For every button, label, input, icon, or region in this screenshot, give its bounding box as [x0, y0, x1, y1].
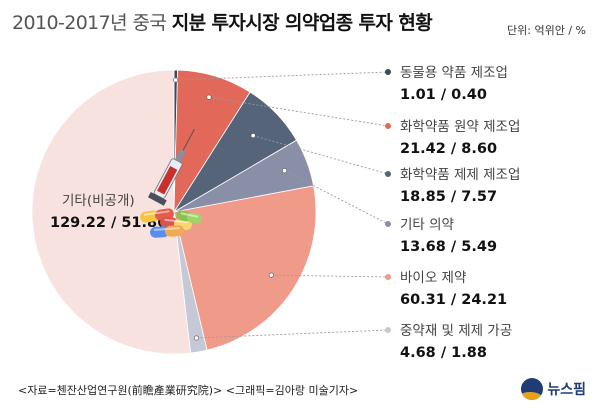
syringe-pills-illustration [140, 128, 202, 238]
chart-title-main: 지분 투자시장 의약업종 투자 현황 [171, 12, 433, 34]
newspim-logo-text: 뉴스핌 [547, 382, 586, 398]
unit-label: 단위: 억위안 / % [507, 24, 586, 37]
legend-dot-3 [385, 221, 391, 227]
slice-value-4: 60.31 / 24.21 [400, 292, 507, 308]
leader-line-0 [175, 71, 389, 81]
leader-line-4 [271, 274, 389, 278]
leader-line-3 [284, 170, 389, 225]
newspim-logo-icon [521, 378, 544, 400]
leader-anchor-5 [193, 335, 199, 341]
pill-icon-2 [150, 225, 184, 238]
leader-anchor-4 [268, 272, 274, 278]
legend-dot-1 [385, 123, 391, 129]
slice-value-5: 4.68 / 1.88 [400, 345, 487, 361]
syringe-icon [147, 128, 195, 206]
slice-label-2: 화학약품 제제 제조업 [400, 167, 520, 183]
slice-value-0: 1.01 / 0.40 [400, 87, 487, 103]
slice-label-6: 기타(비공개) [62, 193, 135, 209]
pie-slice-4 [173, 185, 317, 351]
leader-anchor-0 [173, 77, 179, 83]
legend-dot-0 [385, 69, 391, 75]
chart-title: 2010-2017년 중국 지분 투자시장 의약업종 투자 현황 [12, 8, 433, 35]
leader-anchor-3 [281, 168, 287, 174]
slice-value-1: 21.42 / 8.60 [400, 141, 497, 157]
leader-anchor-1 [206, 94, 212, 100]
newspim-logo: 뉴스핌 [521, 378, 586, 400]
slice-label-4: 바이오 제약 [400, 270, 466, 286]
leader-line-2 [253, 135, 389, 175]
pill-icon-3 [176, 210, 202, 224]
slice-label-3: 기타 의약 [400, 217, 454, 233]
slice-value-3: 13.68 / 5.49 [400, 239, 497, 255]
chart-title-period: 2010-2017년 중국 [12, 12, 167, 34]
slice-value-6: 129.22 / 51.86 [50, 215, 167, 231]
slice-label-5: 중약재 및 제제 가공 [400, 323, 512, 339]
slice-value-2: 18.85 / 7.57 [400, 189, 497, 205]
source-credit: <자료=첸잔산업연구원(前瞻產業研究院)> <그래픽=김아랑 미술기자> [18, 384, 359, 397]
slice-label-1: 화학약품 원약 제조업 [400, 119, 520, 135]
leader-anchor-2 [250, 133, 256, 139]
slice-label-0: 동물용 약품 제조업 [400, 65, 508, 81]
pie-slice-6 [31, 69, 192, 355]
legend-dot-5 [385, 327, 391, 333]
legend-dot-2 [385, 171, 391, 177]
legend-dot-4 [385, 274, 391, 280]
